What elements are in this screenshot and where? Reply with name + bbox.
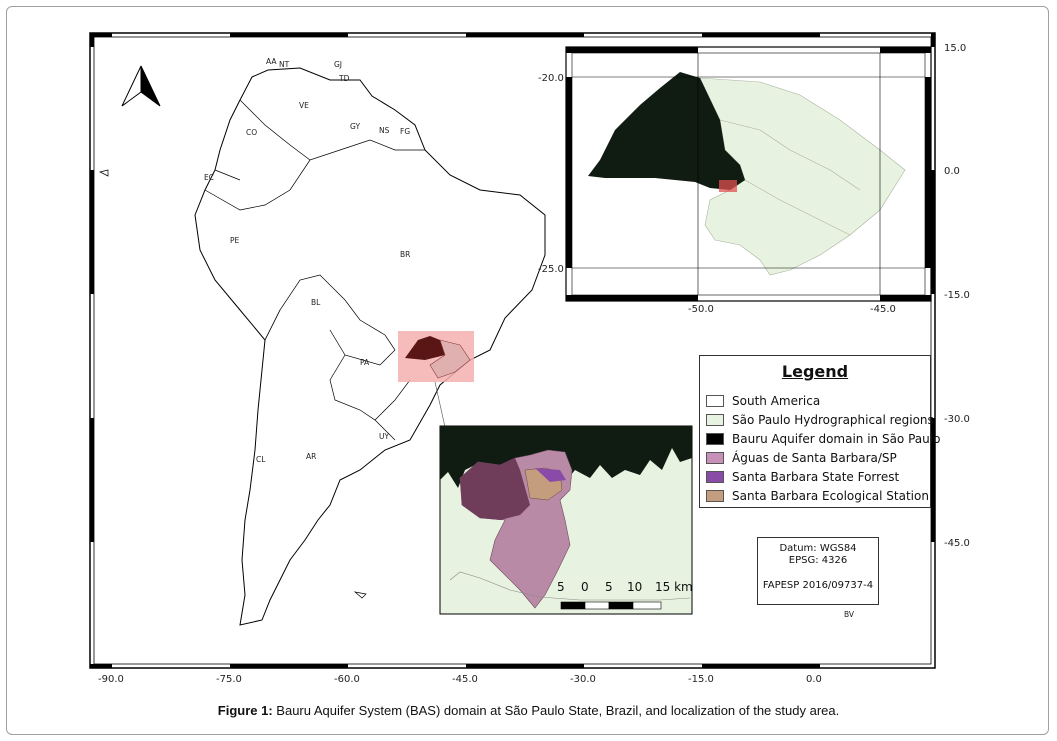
country-label: AR — [306, 452, 316, 461]
sao-paulo-inset: -50.0 -45.0 -20.0 -25.0 — [538, 46, 932, 315]
legend-item-hydro-regions: São Paulo Hydrographical regions — [706, 412, 934, 428]
country-label: GJ — [334, 60, 342, 69]
figure-caption: Figure 1: Bauru Aquifer System (BAS) dom… — [0, 703, 1057, 718]
north-arrow-icon — [121, 65, 161, 107]
scale-label: 5 — [605, 580, 613, 594]
datum-line: Datum: WGS84 — [779, 543, 857, 554]
main-x-tick: -90.0 — [98, 674, 124, 685]
main-y-tick: -45.0 — [944, 538, 970, 549]
legend-label: Santa Barbara Ecological Station — [732, 489, 929, 503]
legend-item-ecological-station: Santa Barbara Ecological Station — [706, 488, 929, 504]
scale-label: 15 km — [655, 580, 693, 594]
legend-swatch — [706, 490, 724, 502]
country-label: PA — [360, 358, 370, 367]
main-y-tick: -15.0 — [944, 290, 970, 301]
country-label: TD — [338, 74, 350, 83]
figure-frame — [6, 6, 1049, 735]
main-x-axis: -90.0 -75.0 -60.0 -45.0 -30.0 -15.0 0.0 — [98, 674, 822, 685]
legend-label: South America — [732, 394, 821, 408]
country-label: CO — [246, 128, 257, 137]
south-america-outline — [98, 67, 546, 626]
country-label: AA — [266, 57, 277, 66]
country-label: BL — [311, 298, 321, 307]
main-x-tick: -45.0 — [452, 674, 478, 685]
epsg-line: EPSG: 4326 — [788, 555, 848, 566]
legend-item-south-america: South America — [706, 393, 820, 409]
country-label: NS — [379, 126, 390, 135]
country-label: GY — [350, 122, 360, 131]
inset-y-tick: -20.0 — [538, 73, 564, 84]
legend-title: Legend — [781, 362, 849, 381]
study-area-inset: 5 0 5 10 15 km — [439, 425, 693, 615]
country-label: CL — [256, 455, 266, 464]
country-label: FG — [400, 127, 410, 136]
country-label: BR — [400, 250, 410, 259]
datum-box: Datum: WGS84 EPSG: 4326 FAPESP 2016/0973… — [757, 537, 879, 605]
legend-item-aguas-santa-barbara: Águas de Santa Barbara/SP — [706, 450, 897, 466]
country-label: EC — [204, 173, 214, 182]
inset-x-tick: -50.0 — [688, 304, 714, 315]
main-y-tick: -30.0 — [944, 414, 970, 425]
sao-paulo-highlight — [398, 331, 474, 382]
country-label: UY — [379, 432, 389, 441]
main-x-tick: -75.0 — [216, 674, 242, 685]
legend-swatch — [706, 433, 724, 445]
country-labels: AA NT GJ TD VE CO GY NS FG EC PE BR BL P… — [204, 57, 855, 619]
caption-prefix: Figure 1: — [217, 703, 273, 718]
scale-bar: 5 0 5 10 15 km — [557, 580, 693, 610]
main-x-tick: -15.0 — [688, 674, 714, 685]
legend-item-state-forrest: Santa Barbara State Forrest — [706, 469, 899, 485]
legend-item-bauru-aquifer: Bauru Aquifer domain in São Paulo — [706, 431, 940, 447]
scale-label: 10 — [627, 580, 642, 594]
legend: Legend South America São Paulo Hydrograp… — [699, 355, 940, 508]
country-label: NT — [279, 60, 290, 69]
main-x-tick: 0.0 — [806, 674, 822, 685]
caption-text: Bauru Aquifer System (BAS) domain at São… — [272, 703, 840, 718]
legend-swatch — [706, 395, 724, 407]
main-y-axis: 15.0 0.0 -15.0 -30.0 -45.0 — [944, 43, 970, 549]
scale-label: 5 — [557, 580, 565, 594]
legend-swatch — [706, 452, 724, 464]
country-label: BV — [844, 610, 855, 619]
legend-swatch — [706, 471, 724, 483]
main-x-tick: -60.0 — [334, 674, 360, 685]
inset-x-tick: -45.0 — [870, 304, 896, 315]
country-label: PE — [230, 236, 240, 245]
legend-swatch — [706, 414, 724, 426]
main-x-tick: -30.0 — [570, 674, 596, 685]
legend-label: Santa Barbara State Forrest — [732, 470, 900, 484]
inset-y-tick: -25.0 — [538, 264, 564, 275]
legend-label: São Paulo Hydrographical regions — [732, 413, 934, 427]
fapesp-line: FAPESP 2016/09737-4 — [762, 580, 874, 591]
scale-label: 0 — [581, 580, 589, 594]
main-y-tick: 15.0 — [944, 43, 966, 54]
country-label: VE — [299, 101, 309, 110]
legend-label: Águas de Santa Barbara/SP — [732, 451, 897, 465]
legend-label: Bauru Aquifer domain in São Paulo — [732, 432, 941, 446]
main-y-tick: 0.0 — [944, 166, 960, 177]
